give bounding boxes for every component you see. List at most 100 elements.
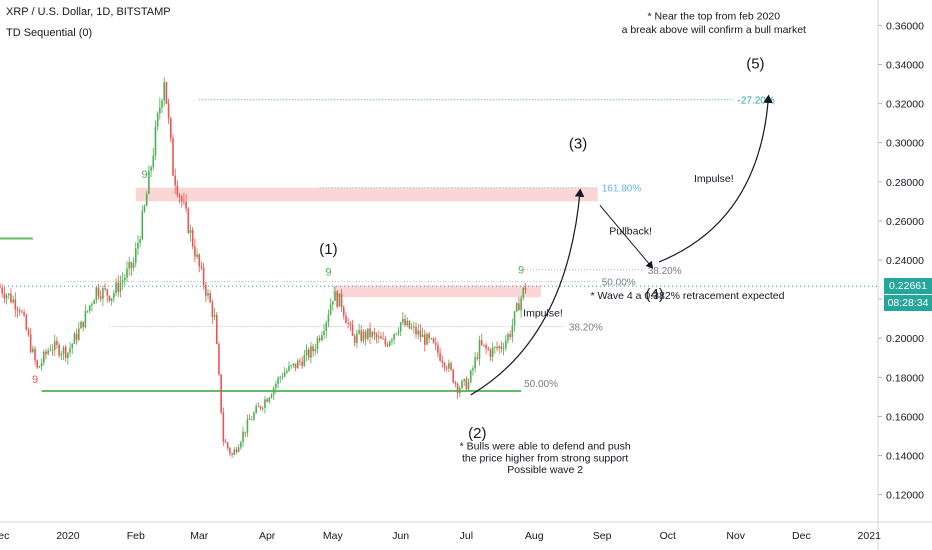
candle-body <box>80 321 82 329</box>
level-label: -27.20% <box>737 96 774 107</box>
candle-body <box>49 349 52 351</box>
x-tick-label: Dec <box>792 530 811 542</box>
annotation-text: Impulse! <box>523 308 563 320</box>
candle-body <box>472 368 474 371</box>
candle-body <box>163 82 166 101</box>
candle-body <box>222 412 225 442</box>
candle-body <box>156 113 159 127</box>
candle-body <box>185 201 187 209</box>
candle-body <box>454 382 457 384</box>
candle-body <box>296 360 299 369</box>
candle-body <box>200 266 203 268</box>
candle-body <box>104 288 106 290</box>
candle-body <box>494 346 496 348</box>
candle-body <box>410 327 413 329</box>
candlesticks <box>0 77 527 458</box>
candle-body <box>305 349 308 356</box>
candle-body <box>524 287 527 290</box>
candle-body <box>465 378 468 390</box>
candle-body <box>126 268 128 278</box>
candle-body <box>498 346 501 349</box>
candle-body <box>91 304 93 306</box>
annotation-text: * Bulls were able to defend and push <box>460 441 631 453</box>
candle-body <box>421 334 424 338</box>
level-label: 161.80% <box>602 184 642 195</box>
x-tick-label: Sep <box>593 530 612 542</box>
candle-body <box>511 325 514 338</box>
y-tick-label: 0.16000 <box>886 411 924 423</box>
candle-body <box>266 399 268 402</box>
annotation-text: * Near the top from feb 2020 <box>648 11 781 23</box>
candle-body <box>334 291 336 301</box>
candle-body <box>82 321 85 328</box>
candle-body <box>325 322 328 332</box>
candle-body <box>489 349 492 357</box>
candle-body <box>428 333 430 339</box>
candle-body <box>242 431 244 443</box>
candle-body <box>338 293 341 307</box>
candle-body <box>395 333 398 335</box>
candle-body <box>275 383 277 388</box>
candle-body <box>406 320 409 326</box>
last-price-tag: 0.22661 <box>884 278 932 295</box>
candle-body <box>286 370 288 373</box>
x-tick-label: Nov <box>726 530 745 542</box>
candle-body <box>364 331 367 339</box>
candle-body <box>248 419 251 421</box>
candle-body <box>152 155 155 168</box>
x-tick-label: Apr <box>259 530 276 542</box>
indicator-label[interactable]: TD Sequential (0) <box>6 27 93 39</box>
y-tick-label: 0.14000 <box>886 451 924 463</box>
y-tick-label: 0.30000 <box>886 138 924 150</box>
candle-body <box>64 347 67 358</box>
candle-body <box>279 377 282 379</box>
candle-body <box>290 365 293 367</box>
candle-body <box>51 349 54 351</box>
candle-body <box>463 378 465 381</box>
candle-body <box>292 363 295 366</box>
annotation-text: Pullback! <box>609 226 652 238</box>
candle-body <box>369 328 371 337</box>
candle-body <box>42 351 45 363</box>
level-label: 50.00% <box>602 278 636 289</box>
candle-body <box>299 360 301 362</box>
candle-body <box>382 338 384 340</box>
candle-body <box>75 333 78 340</box>
candle-body <box>515 303 518 312</box>
candle-body <box>404 319 406 326</box>
candle-body <box>434 342 437 345</box>
candle-body <box>187 208 190 233</box>
candle-body <box>340 293 343 308</box>
candle-body <box>415 326 417 335</box>
candle-body <box>7 293 10 296</box>
y-tick-label: 0.34000 <box>886 60 924 72</box>
resistance-zones <box>135 187 598 298</box>
wave-label: (3) <box>569 136 587 153</box>
candle-body <box>294 363 297 369</box>
candle-body <box>32 348 34 352</box>
candle-body <box>345 315 347 324</box>
candle-body <box>480 340 483 345</box>
candle-body <box>172 138 174 176</box>
candle-body <box>281 376 284 378</box>
candle-body <box>235 449 238 452</box>
candle-body <box>229 448 231 454</box>
candle-body <box>441 360 444 363</box>
candle-body <box>69 348 71 353</box>
candle-body <box>377 336 380 338</box>
candle-body <box>198 254 201 267</box>
candle-body <box>386 344 389 346</box>
candle-body <box>380 336 382 339</box>
impulse-arrow-1 <box>470 188 585 396</box>
x-tick-label: 2021 <box>858 530 882 542</box>
horizontal-levels: -27.20% 161.80% 38.20% 50.00% 38.20% 50.00% <box>0 96 878 393</box>
candle-body <box>5 295 8 299</box>
candle-body <box>194 246 196 257</box>
candle-body <box>371 332 374 337</box>
candle-body <box>255 406 257 413</box>
candle-body <box>73 333 76 344</box>
candle-body <box>213 314 216 317</box>
candle-body <box>3 293 6 299</box>
candle-body <box>53 341 56 350</box>
